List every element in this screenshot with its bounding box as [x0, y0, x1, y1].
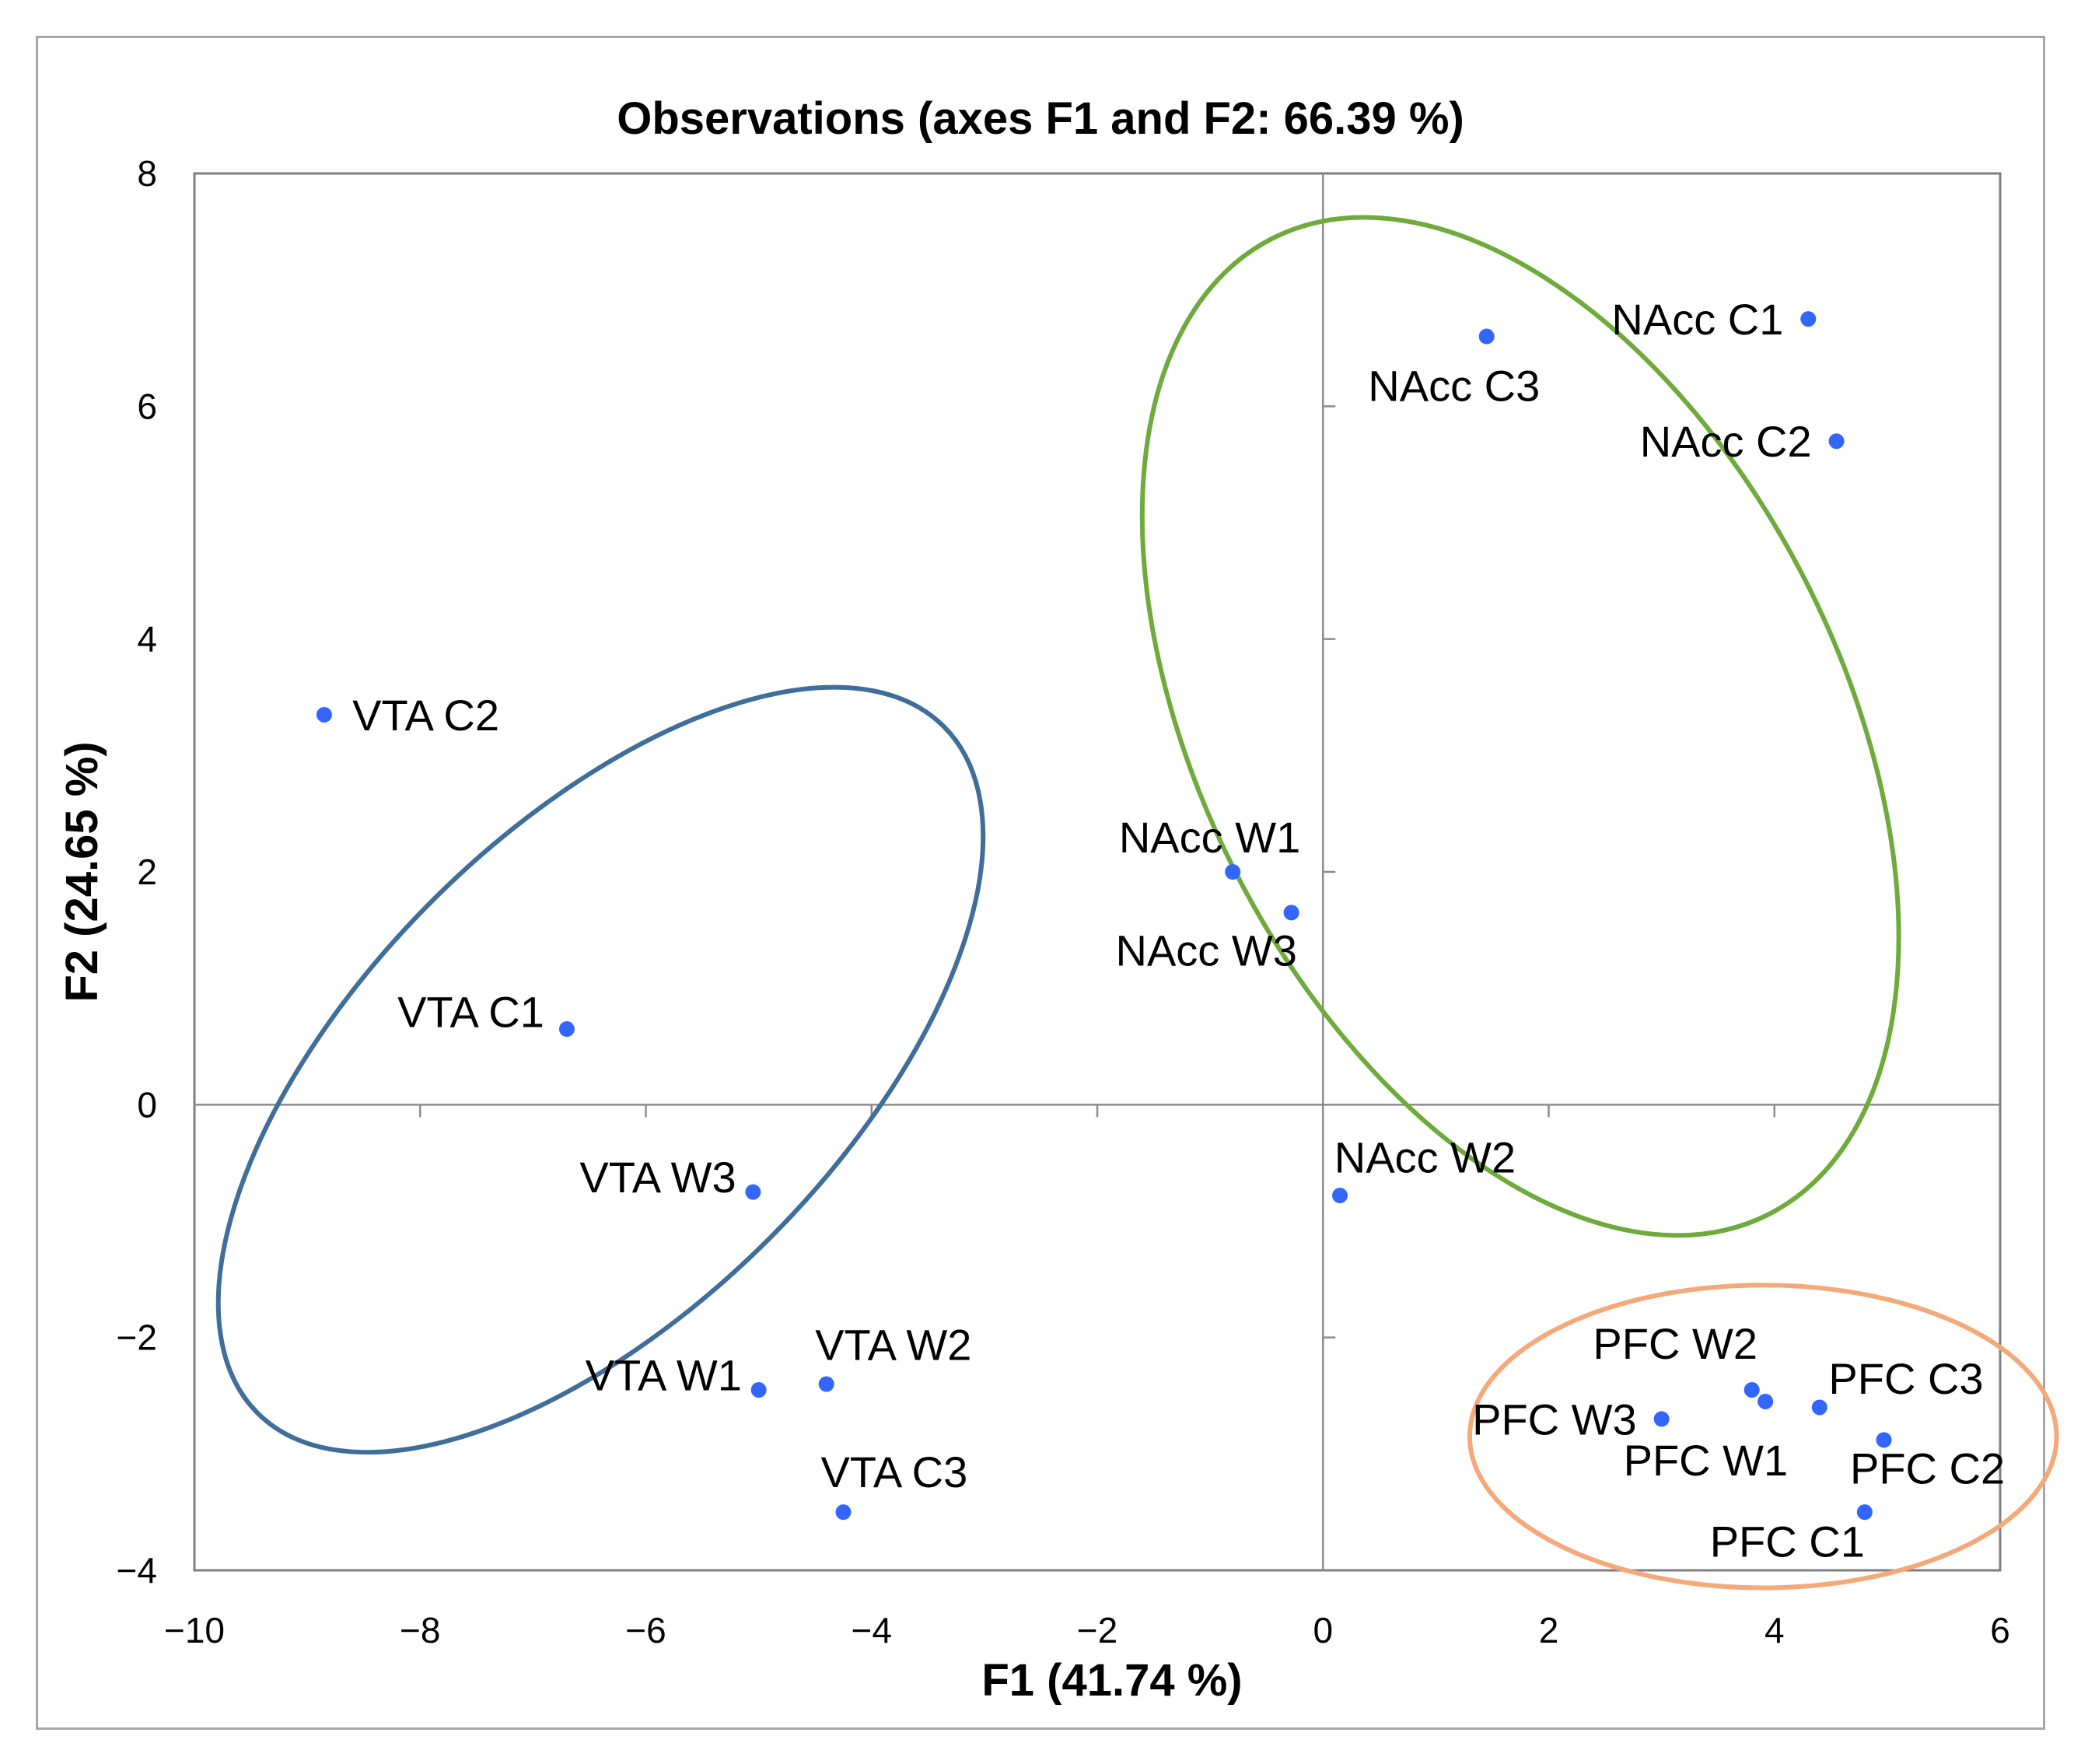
point-label-vta-c3: VTA C3	[820, 1447, 967, 1496]
y-tick-label: 0	[137, 1084, 157, 1125]
point-vta-c3	[835, 1504, 852, 1521]
y-tick-label: 4	[137, 619, 157, 660]
point-label-vta-c2: VTA C2	[352, 691, 499, 740]
x-tick-label: −6	[625, 1610, 666, 1650]
point-label-pfc-w3: PFC W3	[1472, 1395, 1637, 1444]
y-tick-label: −2	[117, 1318, 157, 1358]
point-vta-w2	[818, 1376, 834, 1392]
chart-title: Observations (axes F1 and F2: 66.39 %)	[617, 93, 1464, 144]
point-label-pfc-c1: PFC C1	[1710, 1517, 1865, 1566]
y-tick-label: 8	[137, 153, 157, 194]
x-tick-label: −4	[852, 1610, 892, 1650]
point-label-pfc-w1: PFC W1	[1624, 1436, 1789, 1485]
y-tick-label: −4	[117, 1550, 157, 1591]
point-label-pfc-c2: PFC C2	[1850, 1444, 2005, 1493]
point-layer: VTA C2 VTA C1 VTA W3 VTA W1 VTA W2 VTA C3 NAcc…	[316, 295, 2005, 1566]
point-nacc-w3	[1283, 905, 1299, 921]
point-vta-c1	[558, 1021, 575, 1038]
point-nacc-w1	[1225, 864, 1241, 880]
point-pfc-w1	[1757, 1393, 1774, 1409]
tick-label-layer: −10 −8 −6 −4 −2 0 2 4 6 −4 −2 0 2 4 6 8	[117, 153, 2010, 1650]
x-tick-label: −2	[1077, 1610, 1117, 1650]
point-nacc-w2	[1332, 1188, 1348, 1204]
axes-layer	[194, 173, 2000, 1570]
y-axis-title: F2 (24.65 %)	[57, 741, 107, 1002]
point-label-vta-w2: VTA W2	[815, 1321, 971, 1370]
point-label-nacc-c2: NAcc C2	[1640, 417, 1812, 466]
x-tick-label: 4	[1764, 1610, 1785, 1650]
point-pfc-w3	[1653, 1411, 1670, 1427]
point-label-nacc-c3: NAcc C3	[1368, 361, 1540, 410]
point-pfc-c1	[1856, 1504, 1873, 1521]
point-label-pfc-c3: PFC C3	[1828, 1354, 1983, 1403]
point-label-vta-c1: VTA C1	[397, 988, 544, 1037]
point-nacc-c1	[1800, 311, 1817, 327]
chart-frame	[36, 36, 2045, 1730]
x-tick-label: 0	[1313, 1610, 1333, 1650]
group-ellipse-nacc	[1139, 215, 1901, 1238]
y-tick-label: 6	[137, 386, 157, 426]
y-tick-label: 2	[137, 852, 157, 892]
point-vta-w1	[750, 1382, 767, 1398]
group-ellipse-vta	[215, 684, 986, 1455]
point-nacc-c2	[1828, 433, 1845, 450]
plot-area	[193, 172, 2002, 1572]
point-vta-w3	[745, 1184, 761, 1200]
point-label-vta-w1: VTA W1	[586, 1351, 742, 1400]
x-tick-label: −10	[164, 1610, 225, 1650]
point-label-vta-w3: VTA W3	[579, 1153, 736, 1202]
point-nacc-c3	[1478, 328, 1495, 345]
point-pfc-w2	[1743, 1382, 1760, 1398]
x-tick-label: −8	[400, 1610, 440, 1650]
point-vta-c2	[316, 706, 332, 723]
x-tick-label: 2	[1539, 1610, 1559, 1650]
point-pfc-c2	[1876, 1432, 1892, 1448]
x-tick-label: 6	[1990, 1610, 2010, 1650]
point-label-nacc-w3: NAcc W3	[1116, 926, 1297, 975]
point-label-nacc-c1: NAcc C1	[1611, 295, 1783, 344]
point-pfc-c3	[1811, 1399, 1827, 1416]
point-label-pfc-w2: PFC W2	[1593, 1319, 1757, 1368]
group-ellipse-pfc	[1467, 1283, 2059, 1591]
x-axis-title: F1 (41.74 %)	[981, 1655, 1242, 1706]
point-label-nacc-w1: NAcc W1	[1119, 813, 1300, 862]
point-label-nacc-w2: NAcc W2	[1334, 1133, 1516, 1182]
